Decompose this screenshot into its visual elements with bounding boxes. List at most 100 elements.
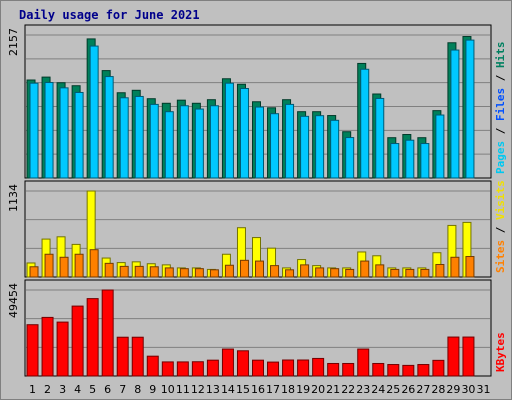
legend-kbytes: KBytes	[494, 332, 507, 372]
bar-kbytes-day-30	[462, 336, 475, 377]
x-tick-label: 26	[401, 383, 415, 396]
bar-sites-day-9	[149, 266, 159, 278]
bar-files-day-16	[255, 106, 264, 179]
bar-sites-day-5	[89, 249, 99, 278]
bar-files-day-14	[224, 82, 234, 179]
bar-sites-day-19	[300, 264, 310, 278]
x-tick-label: 23	[356, 383, 370, 396]
x-axis-labels: 1 2 3 4 5 6 7 8 9 10 11 12 13 14 15 16 17 18 19 20 21 22 23 24 2…	[29, 383, 490, 396]
x-tick-label: 25	[386, 383, 400, 396]
bar-sites-day-29	[450, 256, 460, 278]
x-tick-label: 17	[266, 383, 280, 396]
bar-files-day-3	[59, 87, 69, 179]
x-tick-label: 12	[191, 383, 205, 396]
bar-files-day-8	[134, 95, 144, 179]
bar-sites-day-8	[134, 265, 144, 278]
panel-sites-visits: 1134 Sites / Visits	[7, 180, 507, 278]
bar-kbytes-day-2	[41, 316, 54, 377]
bar-files-day-26	[405, 139, 415, 179]
bar-kbytes-day-11	[176, 361, 189, 377]
bar-kbytes-day-25	[387, 364, 400, 377]
bar-sites-day-1	[29, 266, 39, 278]
bar-kbytes-day-20	[312, 357, 325, 377]
bar-sites-day-10	[164, 267, 174, 278]
bar-sites-day-24	[375, 264, 385, 278]
bar-files-day-19	[300, 115, 310, 179]
bar-sites-day-16	[255, 260, 264, 278]
bar-kbytes-day-29	[447, 336, 460, 377]
x-tick-label: 3	[59, 383, 66, 396]
bar-files-day-11	[179, 105, 189, 179]
legend-separator: /	[494, 220, 507, 240]
x-tick-label: 7	[119, 383, 126, 396]
x-tick-label: 14	[221, 383, 235, 396]
bar-kbytes-day-15	[236, 350, 249, 377]
x-tick-label: 8	[134, 383, 141, 396]
x-tick-label: 19	[296, 383, 310, 396]
x-tick-label: 5	[89, 383, 96, 396]
y-max-label: 49454	[7, 283, 20, 318]
x-tick-label: 18	[281, 383, 295, 396]
x-tick-label: 29	[446, 383, 460, 396]
bar-kbytes-day-12	[191, 361, 204, 377]
bar-sites-day-18	[285, 269, 295, 278]
legend-separator: /	[494, 121, 507, 141]
bar-sites-day-4	[74, 253, 84, 278]
bar-kbytes-day-10	[161, 361, 174, 377]
legend-item-hits: Hits	[494, 42, 507, 69]
bar-files-day-17	[270, 113, 280, 179]
x-tick-label: 9	[149, 383, 156, 396]
bar-kbytes-day-18	[282, 359, 295, 377]
bar-files-day-28	[435, 114, 445, 179]
bar-files-day-13	[209, 105, 219, 179]
bar-sites-day-27	[420, 268, 430, 278]
chart-title: Daily usage for June 2021	[19, 8, 200, 22]
bar-kbytes-day-16	[252, 359, 264, 377]
x-tick-label: 1	[29, 383, 36, 396]
bar-files-day-24	[375, 97, 385, 179]
bar-files-day-5	[89, 45, 99, 179]
bar-kbytes-day-4	[71, 305, 84, 377]
bar-files-day-29	[450, 49, 460, 179]
bar-files-day-21	[330, 119, 340, 179]
bar-kbytes-day-14	[221, 348, 234, 377]
chart-panels: 2157 Pages / Files / Hits 1134 Sites / Visi…	[7, 24, 507, 377]
bar-sites-day-22	[345, 268, 355, 278]
bar-files-day-25	[390, 143, 400, 179]
bar-kbytes-day-24	[372, 362, 385, 377]
bar-files-day-2	[44, 82, 54, 179]
bar-sites-day-28	[435, 263, 445, 278]
bar-kbytes-day-6	[101, 289, 114, 377]
legend-item-files: Files	[494, 88, 507, 121]
x-tick-label: 6	[104, 383, 111, 396]
bar-sites-day-26	[405, 268, 415, 278]
bar-kbytes-day-7	[116, 336, 129, 377]
bar-files-day-4	[74, 91, 84, 179]
bar-kbytes-day-13	[206, 359, 219, 377]
bar-files-day-23	[360, 68, 370, 179]
bar-files-day-20	[315, 115, 325, 179]
bar-files-day-9	[149, 103, 159, 179]
bar-kbytes-day-26	[402, 364, 415, 377]
bar-kbytes-day-19	[297, 359, 310, 377]
bar-kbytes-day-17	[267, 361, 280, 377]
x-tick-label: 24	[371, 383, 385, 396]
bar-files-day-6	[104, 76, 114, 179]
x-tick-label: 21	[326, 383, 340, 396]
bar-files-day-18	[285, 103, 295, 179]
bar-sites-day-30	[465, 256, 475, 278]
bar-kbytes-day-23	[357, 348, 370, 377]
x-tick-label: 20	[311, 383, 325, 396]
x-tick-label: 27	[416, 383, 430, 396]
x-tick-label: 11	[176, 383, 190, 396]
x-tick-label: 15	[236, 383, 250, 396]
bar-files-day-12	[194, 108, 204, 179]
bar-sites-day-23	[360, 260, 370, 278]
bar-files-day-1	[29, 82, 39, 179]
x-tick-label: 4	[74, 383, 81, 396]
bar-files-day-15	[239, 88, 249, 179]
x-tick-label: 13	[206, 383, 220, 396]
legend-item-pages: Pages	[494, 141, 507, 174]
bar-kbytes-day-9	[146, 355, 159, 377]
bar-sites-day-2	[44, 253, 54, 278]
